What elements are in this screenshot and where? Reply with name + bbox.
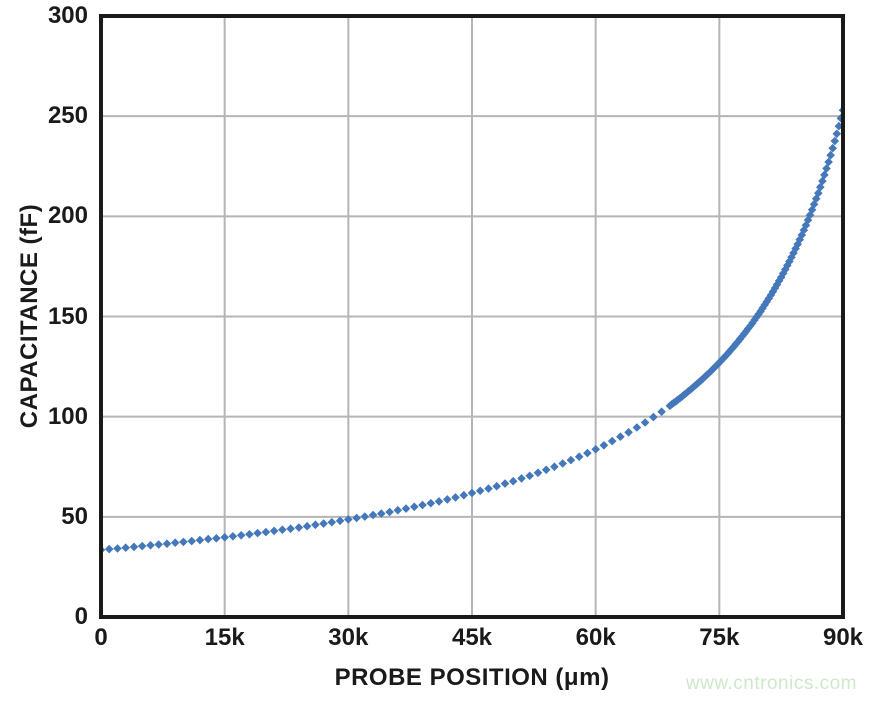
x-tick-label: 45k <box>451 624 493 651</box>
y-tick-label: 100 <box>47 402 88 430</box>
x-tick-label: 15k <box>204 624 245 651</box>
x-axis-tick-labels: 0 15k 30k 45k 60k 75k 90k <box>0 624 870 656</box>
y-tick-label: 50 <box>61 502 88 530</box>
y-tick-label: 300 <box>47 2 88 29</box>
plot-border <box>99 14 845 619</box>
watermark-text: www.cntronics.com <box>685 673 857 694</box>
y-axis-tick-labels: 0 50 100 150 200 250 300 <box>0 0 88 702</box>
x-tick-label: 60k <box>575 624 616 651</box>
y-tick-label: 0 <box>74 603 88 630</box>
y-tick-label: 200 <box>47 202 88 230</box>
x-tick-label: 0 <box>94 624 108 651</box>
x-tick-label: 75k <box>699 624 740 651</box>
x-tick-label: 30k <box>328 624 369 651</box>
y-tick-label: 150 <box>47 302 88 330</box>
x-axis-title: PROBE POSITION (μm) <box>334 664 610 691</box>
x-tick-label: 90k <box>822 624 864 651</box>
y-tick-label: 250 <box>47 102 88 130</box>
